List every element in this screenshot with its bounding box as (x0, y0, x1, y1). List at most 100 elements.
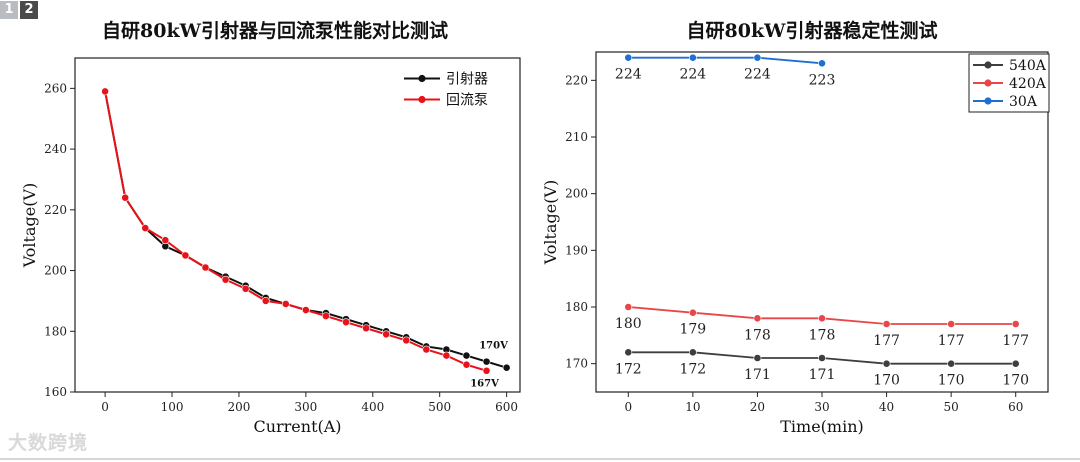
y-tick-label: 260 (44, 81, 67, 95)
legend-entry: 420A (1009, 76, 1047, 92)
data-point (342, 318, 350, 327)
data-point (1011, 320, 1020, 328)
data-point (322, 312, 330, 320)
y-tick-label: 170 (565, 357, 588, 371)
data-label: 170 (873, 373, 900, 389)
data-point (624, 53, 633, 62)
x-tick-label: 300 (294, 400, 317, 414)
x-tick-label: 50 (944, 400, 959, 414)
page-indicator-2[interactable]: 2 (20, 1, 38, 19)
legend-entry: 540A (1009, 58, 1047, 74)
y-tick-label: 240 (44, 142, 67, 156)
data-point (947, 359, 956, 368)
series-line-0 (104, 91, 507, 369)
data-point (818, 59, 826, 68)
legend-swatch-marker (418, 95, 426, 104)
data-point (753, 53, 762, 62)
bottom-divider (0, 458, 1080, 460)
data-label: 172 (615, 361, 642, 377)
data-point (382, 330, 391, 339)
value-annotation: 170V (479, 341, 508, 352)
data-point (402, 336, 411, 345)
data-point (818, 354, 826, 362)
ejector-vs-pump-chart: 自研80kW引射器与回流泵性能对比测试 0 100 200 300 400 500 600 16… (20, 19, 521, 436)
data-label: 180 (615, 316, 642, 332)
data-point (882, 320, 891, 328)
watermark-text: 大数跨境 (8, 432, 89, 454)
data-point (753, 354, 762, 362)
y-tick-label: 200 (565, 187, 588, 201)
x-tick-label: 600 (495, 400, 518, 414)
data-point (161, 236, 170, 245)
y-tick-label: 160 (44, 385, 67, 399)
data-point (947, 320, 956, 328)
x-tick-label: 500 (428, 400, 451, 414)
legend-entry: 回流泵 (446, 93, 488, 109)
y-tick-label: 190 (565, 243, 588, 257)
x-axis-label: Time(min) (780, 417, 864, 436)
x-tick-label: 100 (161, 400, 184, 414)
data-label: 172 (679, 361, 706, 377)
data-point (301, 306, 310, 314)
x-tick-label: 10 (685, 400, 700, 414)
data-point (688, 348, 697, 357)
data-point (624, 303, 633, 311)
data-label: 179 (679, 322, 706, 338)
legend-entry: 30A (1009, 94, 1038, 110)
series-line-2 (628, 56, 823, 65)
y-tick-label: 180 (565, 300, 588, 314)
data-label: 224 (615, 67, 642, 83)
data-point (482, 366, 491, 375)
data-point (624, 348, 633, 357)
chart-title: 自研80kW引射器与回流泵性能对比测试 (102, 19, 448, 42)
x-tick-label: 0 (101, 400, 109, 414)
data-label: 177 (873, 333, 900, 349)
data-point (201, 263, 210, 272)
data-label: 170 (938, 373, 965, 389)
data-point (482, 357, 491, 366)
data-point (281, 300, 290, 308)
data-point (181, 251, 190, 260)
x-tick-label: 30 (814, 400, 829, 414)
y-axis-label: Voltage(V) (20, 183, 39, 269)
data-point (502, 363, 511, 372)
data-point (688, 308, 697, 317)
x-tick-label: 20 (750, 400, 765, 414)
data-point (422, 345, 431, 354)
y-tick-label: 220 (565, 73, 588, 87)
series-line-1 (104, 91, 487, 372)
ejector-stability-chart: 自研80kW引射器稳定性测试 0 10 20 30 40 50 60 170 180 190 200 2… (541, 19, 1050, 436)
data-point (141, 224, 150, 232)
data-label: 178 (744, 327, 771, 343)
legend-swatch-marker (984, 79, 992, 87)
data-label: 224 (679, 67, 706, 83)
data-point (882, 359, 891, 368)
data-point (101, 87, 110, 96)
data-point (442, 351, 451, 360)
page-indicator-1[interactable]: 1 (0, 1, 18, 19)
data-label: 170 (1002, 373, 1029, 389)
plot-frame (74, 57, 521, 393)
y-tick-label: 210 (565, 130, 588, 144)
x-tick-label: 40 (879, 400, 894, 414)
legend-swatch-marker (984, 61, 992, 69)
data-label: 178 (809, 327, 836, 343)
data-point (362, 324, 370, 333)
data-point (818, 314, 826, 323)
data-point (221, 275, 230, 284)
data-point (462, 360, 471, 369)
data-point (241, 284, 250, 293)
x-axis-label: Current(A) (253, 417, 341, 436)
data-point (753, 314, 762, 323)
data-point (1011, 359, 1020, 368)
data-label: 224 (744, 67, 771, 83)
chart-title: 自研80kW引射器稳定性测试 (687, 19, 938, 42)
data-point (261, 297, 270, 305)
data-point (462, 351, 471, 360)
x-tick-label: 60 (1008, 400, 1023, 414)
data-point (121, 193, 130, 202)
data-point (688, 53, 697, 62)
legend-entry: 引射器 (446, 72, 488, 88)
data-label: 223 (809, 72, 836, 88)
value-annotation: 167V (470, 379, 499, 390)
